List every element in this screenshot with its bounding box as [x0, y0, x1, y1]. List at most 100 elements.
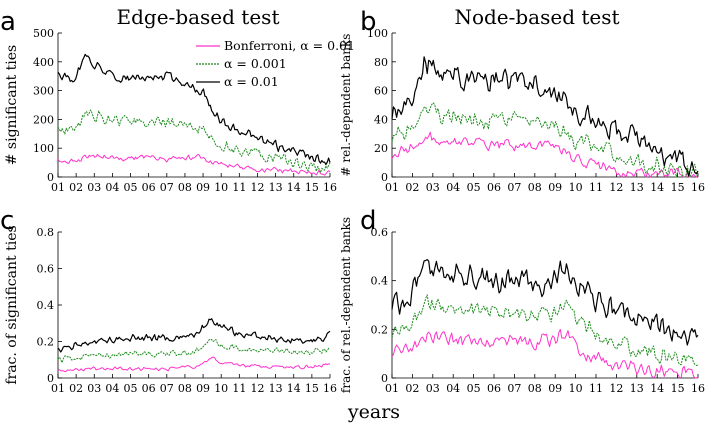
- y-tick-label-a: 200: [33, 113, 54, 126]
- series-line-b-2: [391, 102, 699, 178]
- x-tick-label-c: 09: [196, 382, 210, 395]
- x-tick-label-b: 08: [528, 181, 542, 194]
- x-tick-label-d: 16: [691, 382, 705, 395]
- x-tick-label-d: 01: [385, 382, 399, 395]
- y-tick-label-b: 80: [374, 56, 388, 69]
- x-tick-label-b: 13: [630, 181, 644, 194]
- x-tick-label-c: 05: [124, 382, 138, 395]
- x-tick-label-c: 16: [323, 382, 337, 395]
- y-tick-label-d: 0: [381, 372, 388, 385]
- series-line-c-1: [57, 356, 331, 373]
- y-tick-label-c: 0.6: [37, 263, 55, 276]
- x-tick-label-d: 09: [548, 382, 562, 395]
- x-tick-label-b: 05: [467, 181, 481, 194]
- x-tick-label-b: 03: [426, 181, 440, 194]
- x-tick-label-c: 15: [305, 382, 319, 395]
- x-tick-label-c: 10: [214, 382, 228, 395]
- legend-label-3: α = 0.01: [224, 74, 279, 89]
- y-tick-label-a: 300: [33, 85, 54, 98]
- x-tick-label-a: 08: [178, 181, 192, 194]
- x-tick-label-a: 09: [196, 181, 210, 194]
- axes-d: [391, 232, 698, 379]
- y-tick-label-a: 400: [33, 56, 54, 69]
- title-node-based: Node-based test: [454, 5, 619, 29]
- axes-b: [391, 33, 698, 178]
- x-tick-label-d: 03: [426, 382, 440, 395]
- x-tick-label-a: 07: [160, 181, 174, 194]
- x-tick-label-b: 02: [405, 181, 419, 194]
- x-tick-label-a: 13: [269, 181, 283, 194]
- x-tick-label-a: 12: [250, 181, 264, 194]
- y-tick-label-b: 60: [374, 85, 388, 98]
- x-tick-label-a: 06: [142, 181, 156, 194]
- x-tick-label-d: 04: [446, 382, 460, 395]
- y-tick-label-a: 100: [33, 142, 54, 155]
- x-tick-label-a: 15: [305, 181, 319, 194]
- series-line-c-3: [57, 318, 331, 353]
- x-tick-label-c: 11: [232, 382, 246, 395]
- series-line-a-3: [57, 53, 331, 166]
- series-line-b-1: [391, 131, 699, 178]
- y-tick-label-d: 0.6: [371, 226, 389, 239]
- x-tick-label-b: 04: [446, 181, 460, 194]
- legend-label-1: Bonferroni, α = 0.01: [224, 38, 355, 53]
- x-tick-label-c: 12: [250, 382, 264, 395]
- series-line-c-2: [57, 338, 331, 364]
- x-tick-label-d: 13: [630, 382, 644, 395]
- series-line-a-2: [57, 109, 331, 174]
- x-tick-label-c: 14: [287, 382, 301, 395]
- panel-letter-a: a: [0, 7, 16, 37]
- x-tick-label-d: 15: [671, 382, 685, 395]
- x-tick-label-a: 14: [287, 181, 301, 194]
- y-axis-label-d: frac. of rel.-dependent banks: [339, 217, 353, 393]
- x-tick-label-a: 03: [87, 181, 101, 194]
- x-tick-label-b: 12: [609, 181, 623, 194]
- x-tick-label-a: 16: [323, 181, 337, 194]
- title-edge-based: Edge-based test: [117, 5, 280, 29]
- y-axis-label-c: frac. of significant ties: [4, 225, 20, 384]
- x-tick-label-b: 14: [650, 181, 664, 194]
- x-tick-label-b: 10: [569, 181, 583, 194]
- series-line-b-3: [391, 56, 699, 177]
- x-tick-label-b: 11: [589, 181, 603, 194]
- x-tick-label-d: 14: [650, 382, 664, 395]
- y-axis-label-b: # rel.-dependent banks: [339, 34, 353, 177]
- y-tick-label-c: 0: [47, 372, 54, 385]
- x-tick-label-d: 08: [528, 382, 542, 395]
- y-tick-label-c: 0.2: [37, 336, 55, 349]
- x-tick-label-b: 15: [671, 181, 685, 194]
- axes-c: [57, 232, 330, 379]
- y-tick-label-a: 500: [33, 27, 54, 40]
- x-tick-label-b: 09: [548, 181, 562, 194]
- x-tick-label-a: 01: [51, 181, 65, 194]
- y-tick-label-d: 0.4: [371, 275, 389, 288]
- x-tick-label-d: 10: [569, 382, 583, 395]
- x-tick-label-c: 02: [69, 382, 83, 395]
- x-tick-label-a: 05: [124, 181, 138, 194]
- x-tick-label-d: 05: [467, 382, 481, 395]
- x-tick-label-d: 07: [507, 382, 521, 395]
- x-tick-label-a: 11: [232, 181, 246, 194]
- x-tick-label-b: 16: [691, 181, 705, 194]
- series-line-a-1: [57, 153, 331, 176]
- panel-letter-b: b: [360, 7, 377, 37]
- x-tick-label-c: 13: [269, 382, 283, 395]
- x-tick-label-a: 04: [105, 181, 119, 194]
- x-tick-label-d: 11: [589, 382, 603, 395]
- x-tick-label-d: 02: [405, 382, 419, 395]
- y-tick-label-a: 0: [47, 171, 54, 184]
- series-line-d-3: [391, 259, 699, 346]
- panel-letter-c: c: [0, 206, 14, 236]
- y-axis-label-a: # significant ties: [4, 45, 20, 166]
- x-tick-label-b: 07: [507, 181, 521, 194]
- panel-letter-d: d: [360, 206, 377, 236]
- x-tick-label-d: 06: [487, 382, 501, 395]
- x-tick-label-c: 07: [160, 382, 174, 395]
- x-tick-label-a: 02: [69, 181, 83, 194]
- x-tick-label-b: 01: [385, 181, 399, 194]
- legend-label-2: α = 0.001: [224, 56, 287, 71]
- x-tick-label-a: 10: [214, 181, 228, 194]
- y-tick-label-b: 40: [374, 113, 388, 126]
- x-tick-label-d: 12: [609, 382, 623, 395]
